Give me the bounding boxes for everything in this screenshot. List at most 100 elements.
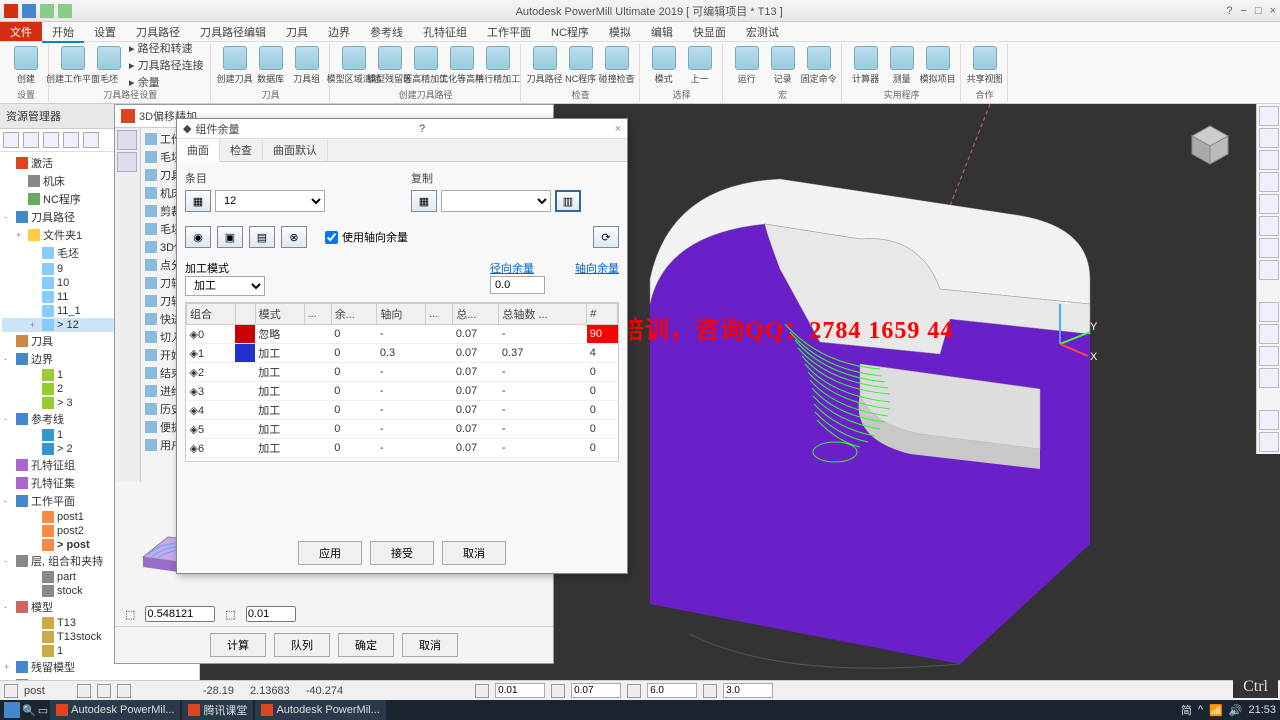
sb-rad-icon[interactable] xyxy=(703,684,717,698)
sb-icon-3[interactable] xyxy=(97,684,111,698)
tb-taskview-icon[interactable]: ▭ xyxy=(38,704,48,717)
table-header[interactable]: 轴向 xyxy=(377,304,426,325)
sicon-2[interactable] xyxy=(117,152,137,172)
menu-tab[interactable]: 开始 xyxy=(42,25,84,43)
rtool-12-icon[interactable] xyxy=(1259,368,1279,388)
ribbon-button[interactable]: 模型区域清除 xyxy=(338,45,370,85)
rtool-14-icon[interactable] xyxy=(1259,432,1279,452)
ribbon-button[interactable]: NC程序 xyxy=(565,45,597,85)
taskbar-item[interactable]: Autodesk PowerMil... xyxy=(50,700,180,720)
menu-tab[interactable]: 编辑 xyxy=(641,25,683,41)
ribbon-button[interactable]: 测量 xyxy=(886,45,918,85)
sval-1[interactable] xyxy=(145,606,215,622)
sb-rad[interactable] xyxy=(723,683,773,698)
tool-btn-5[interactable]: ⟳ xyxy=(593,226,619,248)
sb-tol[interactable] xyxy=(495,683,545,698)
menu-tab[interactable]: 刀具路径编辑 xyxy=(190,25,276,41)
copy-action-btn[interactable]: ▥ xyxy=(555,190,581,212)
table-row[interactable]: ◈7加工0-0.07-0 xyxy=(187,458,618,463)
file-tab[interactable]: 文件 xyxy=(0,22,42,41)
rtool-5-icon[interactable] xyxy=(1259,194,1279,214)
rtool-10-icon[interactable] xyxy=(1259,324,1279,344)
dialog-help-icon[interactable]: ? xyxy=(419,123,425,135)
thickness-table[interactable]: 组合模式...余...轴向...总...总轴数 ...# ◈0忽略0-0.07-… xyxy=(186,303,618,462)
rtool-11-icon[interactable] xyxy=(1259,346,1279,366)
ribbon-small-item[interactable]: ▸ 路径和转速 xyxy=(129,40,204,56)
menu-tab[interactable]: 刀具路径 xyxy=(126,25,190,41)
strategy-button[interactable]: 取消 xyxy=(402,633,458,657)
rtool-3-icon[interactable] xyxy=(1259,150,1279,170)
ribbon-button[interactable]: 数据库 xyxy=(255,45,287,85)
radial-input[interactable] xyxy=(490,276,545,294)
axial-check-input[interactable] xyxy=(325,231,338,244)
menu-tab[interactable]: 模拟 xyxy=(599,25,641,41)
tool-btn-3[interactable]: ▤ xyxy=(249,226,275,248)
table-row[interactable]: ◈4加工0-0.07-0 xyxy=(187,401,618,420)
taskbar-item[interactable]: 腾讯课堂 xyxy=(182,700,253,720)
ribbon-button[interactable]: 记录 xyxy=(767,45,799,85)
dialog-tab[interactable]: 曲面默认 xyxy=(263,139,328,161)
qat-undo-icon[interactable] xyxy=(40,4,54,18)
sval-icon-1[interactable]: ⬚ xyxy=(125,608,135,621)
rtool-8-icon[interactable] xyxy=(1259,260,1279,280)
tray-net-icon[interactable]: 📶 xyxy=(1209,704,1223,717)
table-header[interactable]: 总... xyxy=(453,304,499,325)
ribbon-button[interactable]: 优化等高精 xyxy=(446,45,478,85)
table-header[interactable]: ... xyxy=(426,304,453,325)
ribbon-button[interactable]: 平行精加工 xyxy=(482,45,514,85)
ribbon-button[interactable]: 模式 xyxy=(648,45,680,85)
rm-tool-2-icon[interactable] xyxy=(23,132,39,148)
ribbon-button[interactable]: 运行 xyxy=(731,45,763,85)
item-icon-btn[interactable]: ▦ xyxy=(185,190,211,212)
sb-icon-2[interactable] xyxy=(77,684,91,698)
ribbon-button[interactable]: 创建工作平面 xyxy=(57,45,89,85)
sb-ang-icon[interactable] xyxy=(627,684,641,698)
ribbon-button[interactable]: 固定命令 xyxy=(803,45,835,85)
table-header[interactable]: 总轴数 ... xyxy=(499,304,587,325)
dialog-button[interactable]: 应用 xyxy=(298,541,362,565)
sval-icon-2[interactable]: ⬚ xyxy=(225,608,235,621)
item-select[interactable]: 12 xyxy=(215,190,325,212)
tray-vol-icon[interactable]: 🔊 xyxy=(1229,704,1243,717)
table-header[interactable]: # xyxy=(587,304,618,325)
sb-thk-icon[interactable] xyxy=(551,684,565,698)
mode-select[interactable]: 加工 xyxy=(185,276,265,296)
rm-tool-1-icon[interactable] xyxy=(3,132,19,148)
maximize-icon[interactable]: □ xyxy=(1255,5,1262,17)
sb-tol-icon[interactable] xyxy=(475,684,489,698)
menu-tab[interactable]: 快显面 xyxy=(683,25,736,41)
dialog-header[interactable]: ◆ 组件余量 ? × xyxy=(177,119,627,139)
rtool-6-icon[interactable] xyxy=(1259,216,1279,236)
strategy-button[interactable]: 确定 xyxy=(338,633,394,657)
dialog-button[interactable]: 接受 xyxy=(370,541,434,565)
rtool-2-icon[interactable] xyxy=(1259,128,1279,148)
table-header[interactable] xyxy=(235,304,255,325)
rtool-1-icon[interactable] xyxy=(1259,106,1279,126)
copy-select[interactable] xyxy=(441,190,551,212)
radial-label[interactable]: 径向余量 xyxy=(490,260,545,276)
tray-time[interactable]: 21:53 xyxy=(1248,704,1276,716)
tool-btn-1[interactable]: ◉ xyxy=(185,226,211,248)
minimize-icon[interactable]: − xyxy=(1240,5,1246,17)
rtool-7-icon[interactable] xyxy=(1259,238,1279,258)
rm-tool-4-icon[interactable] xyxy=(63,132,79,148)
ribbon-button[interactable]: 刀具组 xyxy=(291,45,323,85)
sicon-1[interactable] xyxy=(117,130,137,150)
menu-tab[interactable]: 参考线 xyxy=(360,25,413,41)
ribbon-button[interactable]: 计算器 xyxy=(850,45,882,85)
tb-search-icon[interactable]: 🔍 xyxy=(22,704,36,717)
table-row[interactable]: ◈5加工0-0.07-0 xyxy=(187,420,618,439)
rm-tool-5-icon[interactable] xyxy=(83,132,99,148)
menu-tab[interactable]: 孔特征组 xyxy=(413,25,477,41)
dialog-tab[interactable]: 曲面 xyxy=(177,139,220,162)
sval-2[interactable] xyxy=(246,606,296,622)
rtool-13-icon[interactable] xyxy=(1259,410,1279,430)
view-cube[interactable] xyxy=(1180,114,1240,174)
sb-ang[interactable] xyxy=(647,683,697,698)
table-header[interactable]: 模式 xyxy=(255,304,304,325)
axial-checkbox[interactable]: 使用轴向余量 xyxy=(325,229,408,245)
copy-icon-btn[interactable]: ▦ xyxy=(411,190,437,212)
sb-icon-1[interactable] xyxy=(4,684,18,698)
menu-tab[interactable]: 工作平面 xyxy=(477,25,541,41)
strategy-button[interactable]: 计算 xyxy=(210,633,266,657)
